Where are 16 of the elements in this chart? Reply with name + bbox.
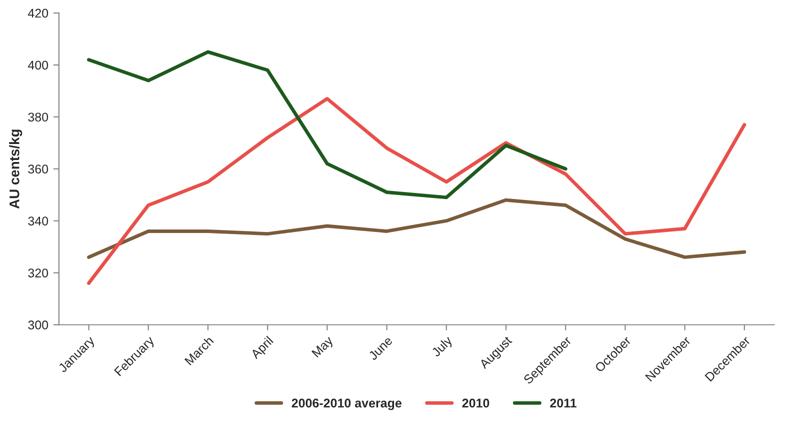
y-tick-label: 300 (28, 320, 48, 330)
line-series (87, 198, 746, 259)
legend-label: 2006-2010 average (292, 398, 402, 410)
legend-label: 2010 (462, 398, 490, 408)
y-tick-label: 380 (28, 112, 48, 122)
y-tick-label: 360 (28, 164, 48, 174)
y-tick-label: 400 (28, 60, 48, 70)
legend-label: 2011 (550, 398, 576, 408)
x-tick-label: July (430, 335, 455, 359)
y-axis-title: AU cents/kg (9, 130, 22, 209)
y-tick-label: 320 (28, 268, 48, 278)
x-tick-label: May (312, 336, 336, 360)
line-series (87, 50, 568, 200)
y-tick-label: 420 (28, 8, 48, 18)
line-series (87, 96, 746, 285)
y-tick-label: 340 (28, 216, 48, 226)
